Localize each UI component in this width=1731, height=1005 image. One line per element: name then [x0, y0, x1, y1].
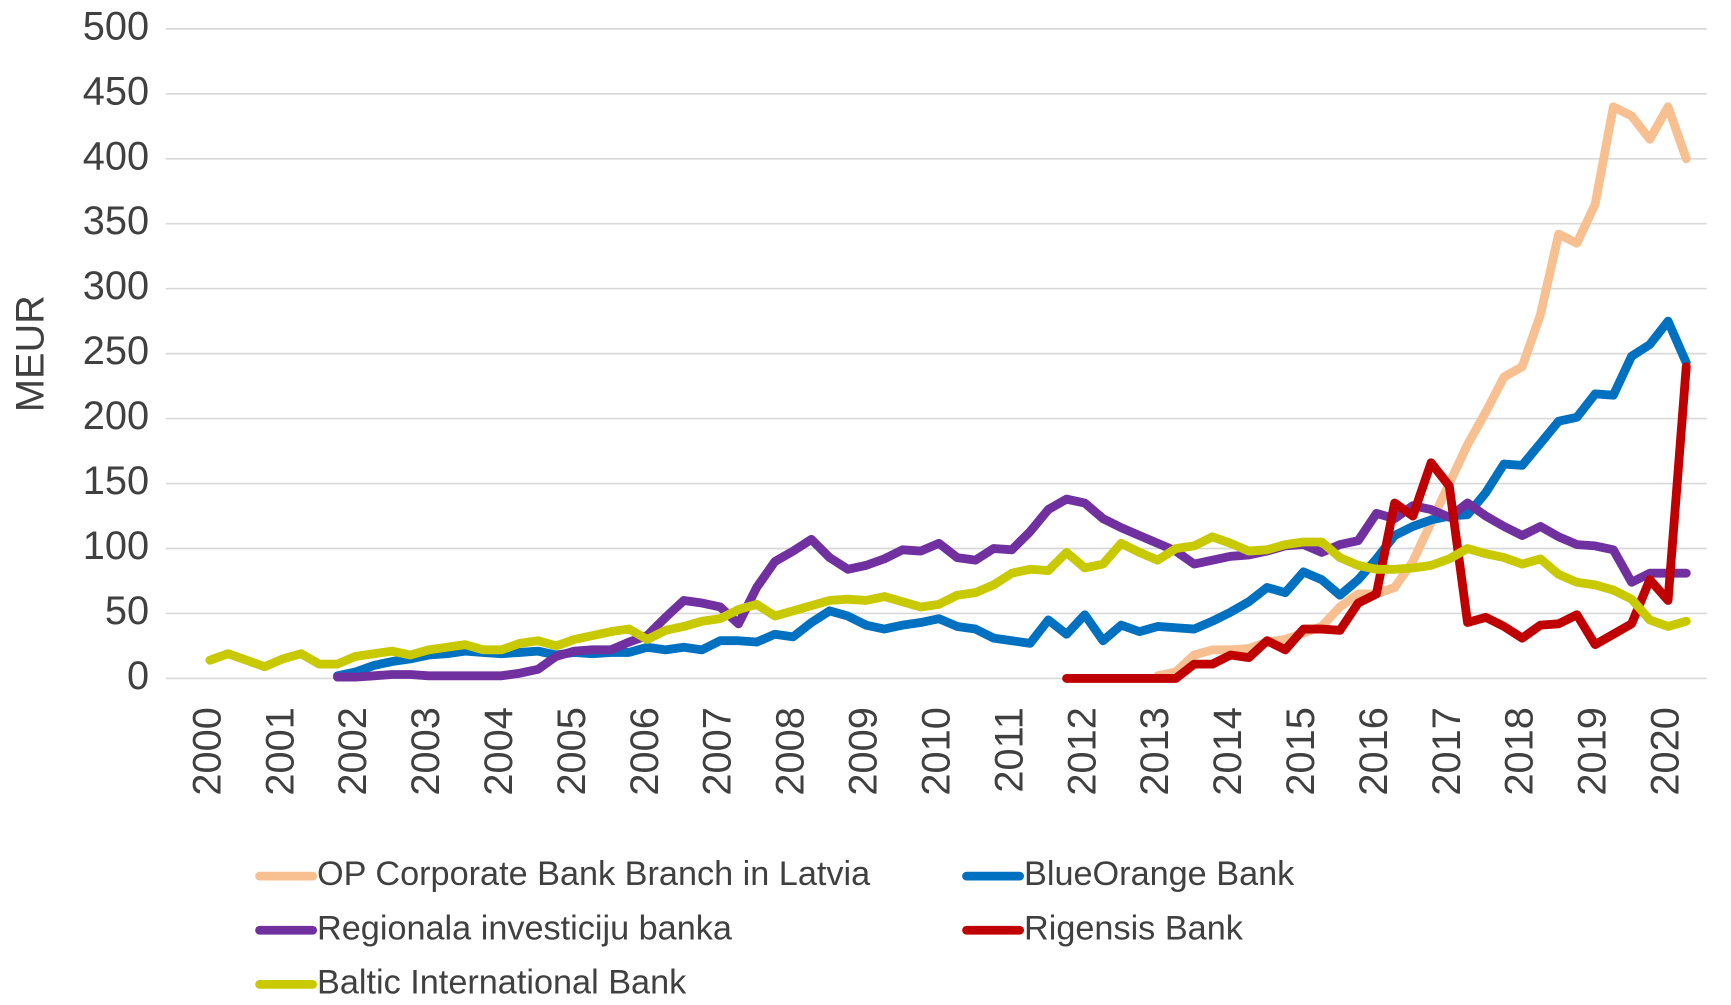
- y-tick-label: 350: [83, 199, 149, 243]
- y-tick-label: 450: [83, 69, 149, 113]
- x-tick-label: 2009: [842, 707, 886, 795]
- series-line: [1153, 102, 1691, 681]
- y-tick-label: 400: [83, 134, 149, 178]
- x-tick-label: 2010: [914, 707, 958, 795]
- series-line: [205, 532, 1691, 672]
- x-tick-label: 2007: [696, 707, 740, 795]
- y-tick-label: 300: [83, 264, 149, 308]
- x-tick-label: 2014: [1206, 707, 1250, 795]
- y-tick-label: 50: [105, 589, 149, 633]
- y-axis-label: MEUR: [9, 295, 53, 412]
- y-tick-label: 0: [127, 654, 149, 698]
- x-tick-label: 2004: [477, 707, 521, 795]
- series-line: [333, 316, 1691, 681]
- x-tick-label: 2000: [185, 707, 229, 795]
- x-tick-label: 2011: [987, 707, 1031, 792]
- y-tick-label: 100: [83, 524, 149, 568]
- x-tick-label: 2013: [1133, 707, 1177, 795]
- series-line: [333, 494, 1691, 682]
- x-tick-label: 2017: [1425, 707, 1469, 795]
- x-tick-label: 2002: [331, 707, 375, 795]
- x-tick-label: 2006: [623, 707, 667, 795]
- x-tick-label: 2015: [1279, 707, 1323, 795]
- x-tick-label: 2005: [550, 707, 594, 795]
- x-tick-label: 2018: [1498, 707, 1542, 795]
- x-tick-label: 2008: [769, 707, 813, 795]
- y-tick-label: 200: [83, 394, 149, 438]
- legend-label: Baltic International Bank: [317, 963, 687, 1000]
- x-tick-label: 2016: [1352, 707, 1396, 795]
- legend-label: BlueOrange Bank: [1024, 855, 1295, 893]
- series-line: [1062, 362, 1691, 683]
- legend-label: OP Corporate Bank Branch in Latvia: [317, 855, 871, 893]
- y-tick-label: 150: [83, 459, 149, 503]
- x-tick-label: 2003: [404, 707, 448, 795]
- y-tick-label: 500: [83, 4, 149, 48]
- x-tick-label: 2012: [1060, 707, 1104, 795]
- legend-label: Rigensis Bank: [1024, 909, 1244, 947]
- x-tick-label: 2019: [1571, 707, 1615, 795]
- legend-label: Regionala investiciju banka: [317, 909, 733, 947]
- y-tick-label: 250: [83, 329, 149, 373]
- x-tick-label: 2020: [1644, 707, 1688, 795]
- x-tick-label: 2001: [258, 707, 302, 795]
